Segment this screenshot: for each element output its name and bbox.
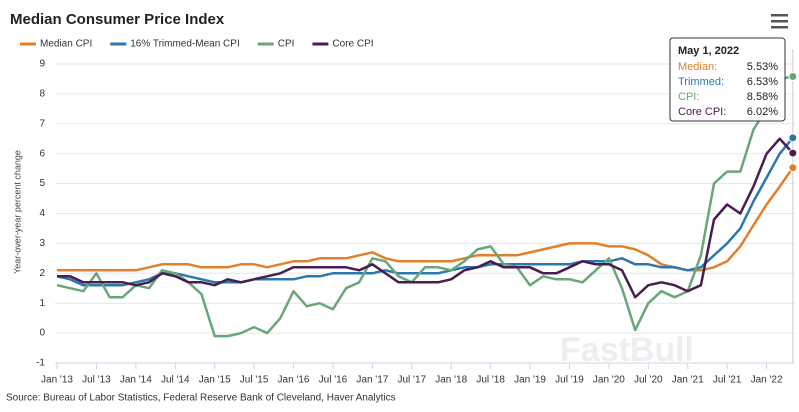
x-tick-label: Jul '13	[82, 375, 111, 386]
end-marker	[788, 163, 798, 173]
x-tick-label: Jul '14	[161, 375, 190, 386]
legend-label: 16% Trimmed-Mean CPI	[130, 39, 239, 50]
tooltip-label: CPI:	[678, 91, 699, 103]
legend-label: CPI	[278, 39, 295, 50]
tooltip-label: Trimmed:	[678, 76, 724, 88]
x-tick-label: Jul '15	[240, 375, 269, 386]
legend-label: Median CPI	[40, 39, 92, 50]
tooltip-value: 5.53%	[747, 61, 778, 73]
y-tick-label: 6	[39, 148, 45, 159]
tooltip-label: Median:	[678, 61, 717, 73]
x-tick-label: Jan '22	[751, 375, 783, 386]
end-marker	[788, 148, 798, 158]
legend-item[interactable]: Core CPI	[312, 39, 374, 50]
x-tick-label: Jan '21	[672, 375, 704, 386]
series-line	[56, 75, 794, 338]
x-tick-label: Jul '20	[634, 375, 663, 386]
x-tick-label: Jul '17	[397, 375, 426, 386]
x-tick-label: Jan '17	[356, 375, 388, 386]
menu-bar[interactable]	[771, 26, 788, 29]
tooltip-value: 6.53%	[747, 76, 778, 88]
end-marker	[788, 133, 798, 143]
x-tick-label: Jan '18	[435, 375, 467, 386]
y-tick-label: 1	[39, 298, 45, 309]
y-tick-label: 0	[39, 328, 45, 339]
x-tick-label: Jul '21	[713, 375, 742, 386]
end-marker	[788, 72, 798, 82]
menu-bar[interactable]	[771, 20, 788, 23]
menu-icon[interactable]	[771, 14, 788, 29]
x-tick-label: Jan '19	[514, 375, 546, 386]
source-note: Source: Bureau of Labor Statistics, Fede…	[6, 393, 396, 404]
chart-title: Median Consumer Price Index	[10, 11, 225, 28]
series-line	[57, 137, 794, 299]
x-tick-label: Jul '18	[476, 375, 505, 386]
x-tick-label: Jul '19	[555, 375, 584, 386]
x-tick-label: Jan '14	[120, 375, 152, 386]
x-tick-label: Jan '16	[278, 375, 310, 386]
legend-label: Core CPI	[332, 39, 373, 50]
legend-item[interactable]: Median CPI	[20, 39, 92, 50]
tooltip: May 1, 2022 Median: 5.53% Trimmed: 6.53% CPI:…	[669, 37, 786, 122]
y-tick-label: 5	[39, 178, 45, 189]
x-tick-label: Jul '16	[319, 375, 348, 386]
tooltip-value: 8.58%	[747, 91, 778, 103]
tooltip-value: 6.02%	[747, 106, 778, 118]
y-tick-label: 4	[39, 208, 45, 219]
x-tick-label: Jan '13	[41, 375, 73, 386]
y-tick-label: -1	[36, 358, 45, 369]
y-tick-label: 7	[39, 118, 45, 129]
x-tick-label: Jan '15	[199, 375, 231, 386]
series-line	[56, 137, 794, 287]
y-tick-label: 3	[39, 238, 45, 249]
y-tick-label: 9	[39, 59, 45, 70]
legend-item[interactable]: CPI	[257, 39, 295, 50]
legend-item[interactable]: 16% Trimmed-Mean CPI	[110, 39, 240, 50]
y-axis-label: Year-over-year percent change	[12, 150, 22, 274]
y-tick-label: 2	[39, 268, 45, 279]
y-tick-label: 8	[39, 88, 45, 99]
tooltip-title: May 1, 2022	[678, 45, 739, 57]
tooltip-label: Core CPI:	[678, 106, 726, 118]
x-tick-label: Jan '20	[593, 375, 625, 386]
menu-bar[interactable]	[771, 14, 788, 17]
tooltip-box	[669, 37, 786, 122]
